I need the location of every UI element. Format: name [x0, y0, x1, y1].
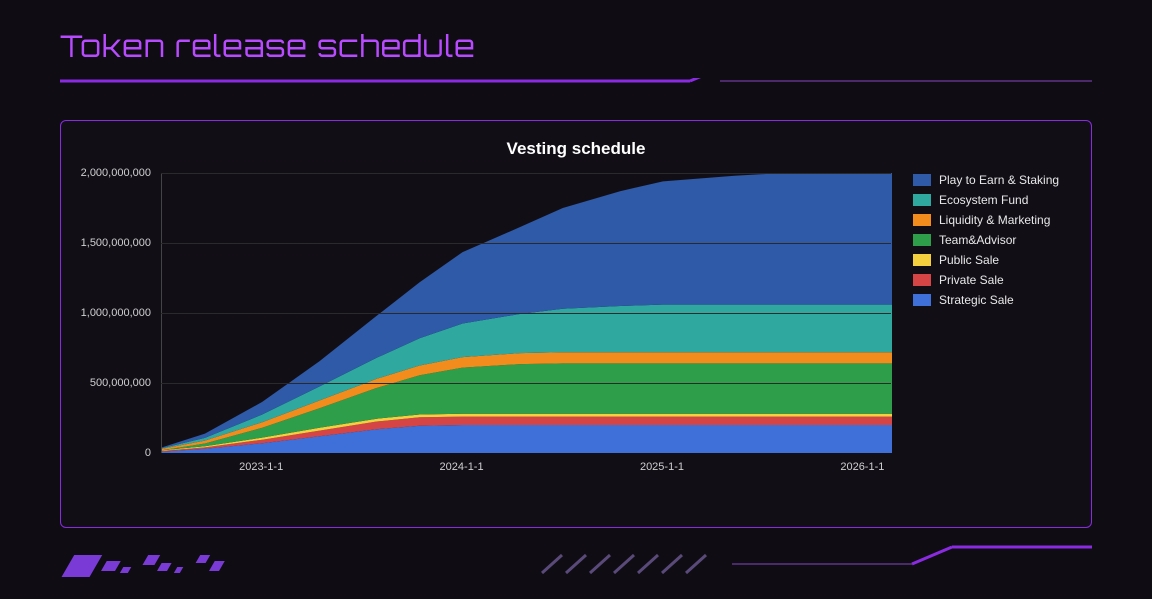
gridline	[161, 383, 891, 384]
legend-item: Ecosystem Fund	[913, 193, 1073, 207]
decor-bottom-left	[60, 545, 320, 585]
legend-swatch	[913, 214, 931, 226]
x-tick-label: 2024-1-1	[440, 461, 484, 473]
x-tick-label: 2025-1-1	[640, 461, 684, 473]
y-tick-label: 1,500,000,000	[61, 237, 151, 249]
legend-item: Private Sale	[913, 273, 1073, 287]
legend-item: Team&Advisor	[913, 233, 1073, 247]
gridline	[161, 173, 891, 174]
legend-swatch	[913, 294, 931, 306]
legend-label: Team&Advisor	[939, 233, 1016, 247]
legend-label: Ecosystem Fund	[939, 193, 1028, 207]
chart-frame: Vesting schedule 0 500,000,000 1,000,000,0…	[60, 120, 1092, 528]
y-tick-label: 2,000,000,000	[61, 167, 151, 179]
page-root: Token release schedule Vesting schedule …	[0, 0, 1152, 599]
page-title: Token release schedule	[60, 28, 476, 65]
chart-title: Vesting schedule	[61, 139, 1091, 159]
legend-swatch	[913, 174, 931, 186]
x-tick-label: 2026-1-1	[840, 461, 884, 473]
legend-label: Liquidity & Marketing	[939, 213, 1050, 227]
y-tick-label: 0	[61, 447, 151, 459]
legend-label: Public Sale	[939, 253, 999, 267]
y-tick-label: 1,000,000,000	[61, 307, 151, 319]
legend-swatch	[913, 254, 931, 266]
y-tick-label: 500,000,000	[61, 377, 151, 389]
gridline	[161, 243, 891, 244]
legend: Play to Earn & Staking Ecosystem Fund Liqu…	[913, 173, 1073, 313]
legend-swatch	[913, 234, 931, 246]
legend-item: Play to Earn & Staking	[913, 173, 1073, 187]
legend-item: Strategic Sale	[913, 293, 1073, 307]
decor-bottom-right	[532, 545, 1092, 585]
legend-swatch	[913, 274, 931, 286]
legend-item: Liquidity & Marketing	[913, 213, 1073, 227]
title-underline-decor	[60, 78, 1092, 84]
legend-label: Strategic Sale	[939, 293, 1014, 307]
x-tick-label: 2023-1-1	[239, 461, 283, 473]
legend-item: Public Sale	[913, 253, 1073, 267]
legend-label: Private Sale	[939, 273, 1004, 287]
gridline	[161, 313, 891, 314]
legend-swatch	[913, 194, 931, 206]
legend-label: Play to Earn & Staking	[939, 173, 1059, 187]
